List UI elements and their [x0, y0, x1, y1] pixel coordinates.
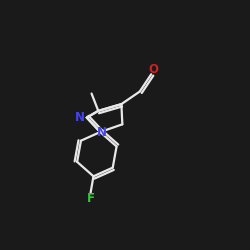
Text: N: N [74, 111, 85, 124]
Text: O: O [148, 63, 158, 76]
Text: N: N [97, 126, 107, 140]
Text: F: F [86, 192, 94, 205]
